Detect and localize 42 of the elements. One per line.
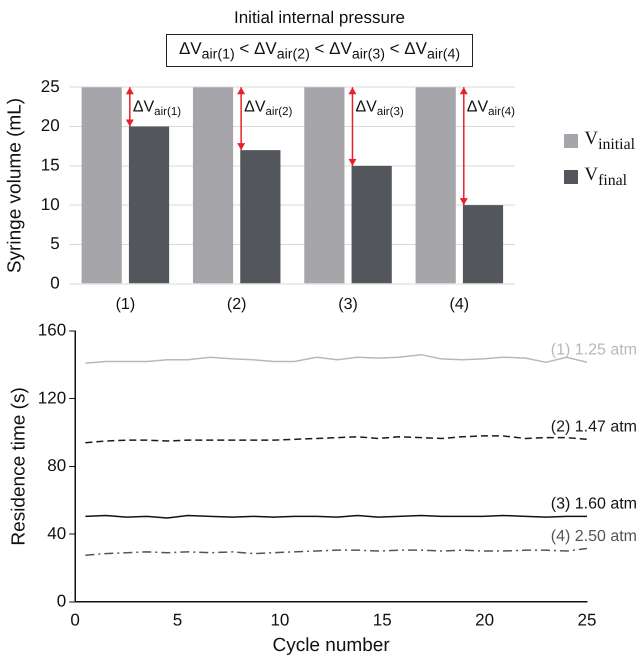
series-label: (1) 1.25 atm [550,342,638,360]
line-series [84,548,587,556]
legend-label: V$_{final}$ [584,164,628,190]
y-tick-label: 40 [47,524,66,544]
y-axis-title: Residence time (s) [8,388,30,546]
y-tick-label: 20 [40,116,60,136]
series-label: (2) 1.47 atm [550,419,638,436]
x-tick-label: 20 [475,611,494,630]
bar [304,88,344,284]
y-axis-title: Syringe volume (mL) [4,98,26,274]
chart-title: Initial internal pressure [232,7,406,28]
y-tick-label: 15 [40,156,60,175]
series-label: (3) 1.60 atm [550,496,638,514]
bar [352,166,392,284]
x-tick-label: (4) [450,296,470,314]
y-tick-label: 160 [38,321,66,340]
y-tick-label: 80 [47,456,66,476]
x-tick-label: (1) [116,296,136,314]
x-tick-label: (3) [338,296,358,314]
x-tick-label: 15 [372,611,392,630]
bar [240,150,280,284]
bar [416,88,456,284]
y-tick-label: 120 [38,388,66,408]
legend-label: V$_{initial}$ [584,128,635,154]
bar [128,126,170,284]
y-tick-label: 25 [40,77,60,96]
y-tick-label: 5 [50,234,60,254]
x-tick-label: 25 [578,611,596,630]
bar [462,206,504,284]
x-axis-title: Cycle number [272,635,390,656]
x-tick-label: 5 [172,611,182,630]
x-tick-label: (2) [226,296,246,314]
bar [192,88,234,284]
bar [82,88,122,284]
y-tick-label: 0 [56,592,66,611]
series-label: (4) 2.50 atm [550,528,638,546]
y-tick-label: 10 [40,195,60,214]
y-tick-label: 0 [50,274,60,293]
chart-subtitle: ΔV$_{air(1)}$ < ΔV$_{air(2)}$ < ΔV$_{air(3)}$ < ΔV$_{air(4)}$ [166,34,474,68]
x-tick-label: 10 [270,611,290,630]
x-tick-label: 0 [70,611,80,630]
line-series [84,436,587,444]
